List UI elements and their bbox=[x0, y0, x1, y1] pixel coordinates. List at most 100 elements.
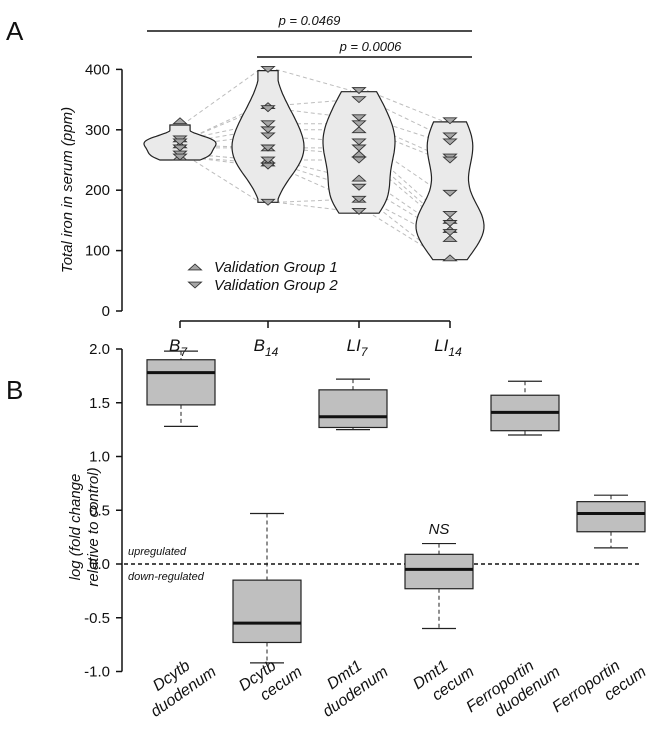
x-tick-label: B14 bbox=[254, 336, 279, 359]
group-2-marker bbox=[351, 114, 367, 122]
paired-line bbox=[187, 68, 261, 122]
y-tick-label: 1.5 bbox=[89, 395, 110, 412]
paired-line bbox=[187, 156, 261, 164]
y-tick-label: -0.5 bbox=[84, 610, 110, 627]
data-markers bbox=[172, 66, 458, 262]
upregulated-label: upregulated bbox=[128, 546, 187, 558]
group-2-marker bbox=[442, 156, 458, 164]
violins bbox=[143, 70, 485, 261]
y-tick-label: 400 bbox=[85, 61, 110, 78]
y-tick-label: 0 bbox=[102, 303, 110, 320]
box bbox=[146, 359, 216, 406]
group-1-marker bbox=[442, 254, 458, 262]
significance-label: p = 0.0469 bbox=[278, 13, 341, 28]
panel-b-letter: B bbox=[6, 375, 23, 405]
group-2-marker bbox=[442, 117, 458, 125]
y-tick-label: 300 bbox=[85, 122, 110, 139]
x-tick-label-base: B bbox=[169, 336, 180, 355]
x-tick-label-subscript: 14 bbox=[448, 345, 462, 359]
paired-line bbox=[275, 201, 352, 212]
panel-a-y-axis: 0 100 200 300 400 bbox=[85, 61, 123, 320]
group-2-marker bbox=[172, 144, 188, 152]
group-2-marker bbox=[351, 96, 367, 104]
y-tick-label: 1.0 bbox=[89, 449, 110, 466]
x-tick-label-subscript: 7 bbox=[180, 345, 188, 359]
y-tick-label: -1.0 bbox=[84, 664, 110, 681]
box bbox=[404, 553, 474, 590]
box bbox=[232, 579, 302, 644]
group-2-marker bbox=[351, 144, 367, 152]
group-2-marker bbox=[351, 87, 367, 95]
panel-a-y-axis-label: Total iron in serum (ppm) bbox=[59, 107, 76, 273]
y-tick-label: 2.0 bbox=[89, 341, 110, 358]
x-tick-label-subscript: 14 bbox=[265, 345, 279, 359]
paired-lines bbox=[187, 68, 443, 259]
group-2-marker bbox=[260, 66, 276, 73]
group-2-marker bbox=[260, 156, 276, 164]
panel-a-x-axis: B7 B14 LI7 LI14 bbox=[169, 320, 462, 359]
y-tick-label: 0.0 bbox=[89, 556, 110, 573]
paired-line bbox=[275, 135, 352, 143]
x-tick-label-subscript: 7 bbox=[361, 345, 369, 359]
group-2-marker bbox=[442, 210, 458, 218]
y-tick-label: 200 bbox=[85, 182, 110, 199]
paired-line bbox=[275, 198, 352, 203]
group-2-marker bbox=[351, 207, 367, 215]
group-2-marker bbox=[260, 105, 276, 113]
group-2-marker bbox=[260, 144, 276, 152]
x-tick-label-base: B bbox=[254, 336, 265, 355]
legend-marker bbox=[187, 281, 203, 289]
group-2-marker bbox=[442, 189, 458, 197]
x-tick-label: LI14 bbox=[434, 336, 462, 359]
paired-line bbox=[187, 156, 261, 203]
y-tick-label: 100 bbox=[85, 243, 110, 260]
group-2-marker bbox=[260, 132, 276, 140]
legend-label: Validation Group 1 bbox=[214, 259, 338, 276]
paired-line bbox=[275, 68, 352, 92]
group-2-marker bbox=[260, 126, 276, 134]
ns-annotation: NS bbox=[429, 521, 450, 538]
paired-line bbox=[275, 108, 352, 119]
downregulated-label: down-regulated bbox=[128, 571, 205, 583]
paired-line bbox=[187, 135, 261, 146]
panel-a-letter: A bbox=[6, 16, 24, 46]
boxes: NS bbox=[146, 350, 646, 664]
panel-b-y-axis-label-line-2: relative to control) bbox=[85, 467, 102, 586]
group-2-marker bbox=[442, 138, 458, 146]
x-tick-label: LI7 bbox=[347, 336, 369, 359]
paired-line bbox=[187, 153, 261, 161]
paired-line bbox=[275, 147, 352, 155]
group-2-marker bbox=[442, 229, 458, 237]
legend-marker bbox=[187, 263, 203, 271]
x-tick-label-base: LI bbox=[434, 336, 448, 355]
significance-brackets: p = 0.0469 p = 0.0006 bbox=[147, 13, 472, 58]
group-2-marker bbox=[442, 132, 458, 140]
x-tick-label-base: LI bbox=[347, 336, 361, 355]
legend-label: Validation Group 2 bbox=[214, 277, 338, 294]
x-tick-label: B7 bbox=[169, 336, 188, 359]
group-2-marker bbox=[351, 138, 367, 146]
group-2-marker bbox=[351, 120, 367, 128]
group-2-marker bbox=[351, 195, 367, 203]
significance-label: p = 0.0006 bbox=[339, 39, 403, 54]
paired-line bbox=[187, 144, 261, 149]
group-1-marker bbox=[172, 117, 188, 125]
group-1-marker bbox=[351, 174, 367, 182]
paired-line bbox=[187, 123, 261, 140]
box bbox=[576, 501, 646, 533]
group-1-marker bbox=[442, 234, 458, 242]
group-2-marker bbox=[351, 183, 367, 191]
group-2-marker bbox=[260, 120, 276, 128]
group-2-marker bbox=[260, 162, 276, 170]
paired-line bbox=[187, 156, 261, 167]
y-tick-label: 0.5 bbox=[89, 502, 110, 519]
group-1-marker bbox=[351, 126, 367, 134]
